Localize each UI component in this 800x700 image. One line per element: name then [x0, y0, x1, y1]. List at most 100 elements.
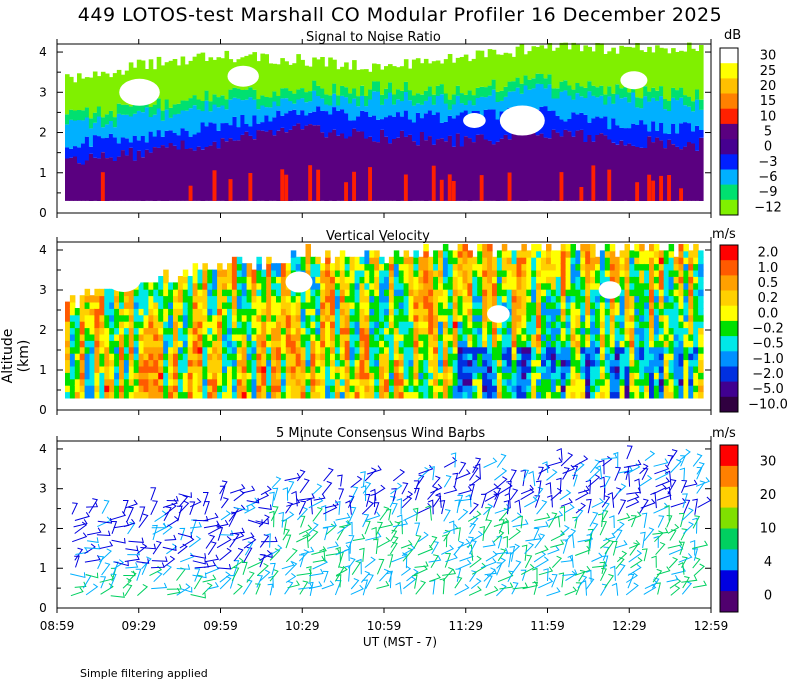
- vv-cell: [123, 320, 130, 329]
- vv-cell: [653, 301, 660, 309]
- snr-cell: [92, 71, 98, 113]
- wind-barb: [255, 491, 270, 502]
- vv-cell: [158, 352, 164, 361]
- vv-cell: [133, 314, 140, 322]
- vv-cell: [428, 256, 434, 265]
- vv-cell: [231, 282, 238, 290]
- snr-cell: [671, 97, 676, 124]
- wind-barb: [377, 537, 391, 548]
- snr-cell: [112, 73, 118, 118]
- vv-cell: [334, 263, 341, 271]
- vv-cell: [492, 301, 498, 309]
- vv-cell: [295, 333, 302, 341]
- vv-cell: [251, 327, 257, 335]
- vv-cell: [433, 340, 439, 348]
- vv-cell: [477, 314, 483, 322]
- snr-cell: [443, 59, 449, 94]
- vv-cell: [158, 327, 164, 335]
- snr-cell: [699, 137, 704, 201]
- vv-cell: [688, 352, 694, 361]
- wind-barb: [652, 568, 663, 583]
- vv-cell: [330, 314, 336, 322]
- snr-cell: [360, 131, 365, 201]
- vv-cell: [442, 295, 449, 303]
- vv-cell: [462, 327, 468, 335]
- vv-cell: [359, 295, 365, 303]
- wind-barb: [575, 502, 586, 514]
- snr-cell: [312, 80, 317, 91]
- vv-cell: [163, 340, 169, 348]
- vv-cell: [128, 359, 135, 367]
- vv-cell: [158, 320, 164, 329]
- wind-barb: [425, 504, 432, 521]
- wind-barb: [392, 519, 409, 528]
- vv-cell: [492, 295, 498, 303]
- vv-cell: [536, 333, 542, 341]
- vv-cell: [649, 384, 655, 393]
- wind-barb: [602, 546, 610, 561]
- vv-cell: [79, 314, 86, 322]
- vv-cell: [168, 301, 174, 309]
- vv-cell: [668, 301, 675, 309]
- vv-cell: [492, 276, 498, 284]
- snr-cell: [620, 71, 648, 90]
- snr-cell: [296, 99, 301, 115]
- vv-cell: [462, 295, 468, 303]
- snr-cell: [519, 93, 525, 114]
- vv-cell: [403, 359, 410, 367]
- vv-cell: [109, 308, 115, 316]
- vv-cell: [231, 352, 238, 361]
- snr-cell: [447, 135, 453, 201]
- wind-barb: [667, 479, 677, 495]
- colorbar-unit-vv: m/s: [712, 227, 736, 242]
- colorbar-frame: [719, 244, 739, 413]
- vv-cell: [315, 256, 321, 265]
- vv-cell: [639, 372, 645, 380]
- wind-barb: [598, 459, 605, 475]
- vv-cell: [585, 340, 591, 348]
- snr-cell: [499, 100, 505, 112]
- wind-barb: [127, 522, 136, 535]
- vv-cell: [231, 276, 238, 284]
- wind-barb: [651, 555, 657, 568]
- vv-cell: [256, 346, 262, 354]
- vv-cell: [487, 250, 493, 258]
- vv-cell: [182, 340, 189, 348]
- vv-cell: [580, 256, 586, 265]
- vv-cell: [644, 263, 650, 271]
- vv-cell: [531, 269, 537, 277]
- vv-cell: [261, 301, 267, 309]
- wind-barb: [125, 545, 139, 552]
- vv-cell: [678, 276, 684, 284]
- snr-cell: [411, 59, 417, 96]
- vv-cell: [271, 352, 277, 361]
- vv-cell: [305, 314, 311, 322]
- wind-barb: [74, 555, 80, 568]
- vv-cell: [143, 295, 149, 303]
- vv-cell: [310, 384, 316, 393]
- wind-barb: [678, 553, 693, 563]
- vv-cell: [148, 295, 154, 303]
- wind-barb: [667, 540, 683, 549]
- vv-cell: [673, 282, 680, 290]
- vv-cell: [590, 250, 596, 258]
- wind-barb: [202, 574, 217, 583]
- vv-cell: [276, 301, 282, 309]
- vv-cell: [256, 352, 262, 361]
- wind-barb: [229, 527, 245, 535]
- vv-cell: [168, 327, 174, 335]
- vv-cell: [423, 263, 429, 271]
- wind-barb: [589, 511, 599, 527]
- vv-cell: [403, 263, 410, 271]
- vv-cell: [668, 256, 675, 265]
- wind-barb: [127, 549, 141, 556]
- vv-cell: [496, 359, 503, 367]
- wind-barb: [428, 555, 442, 563]
- vv-cell: [369, 352, 375, 361]
- vv-cell: [604, 340, 611, 348]
- vv-cell: [187, 346, 194, 354]
- vv-cell: [158, 372, 164, 380]
- vv-cell: [678, 378, 684, 386]
- vv-cell: [393, 384, 400, 393]
- vv-cell: [276, 295, 282, 303]
